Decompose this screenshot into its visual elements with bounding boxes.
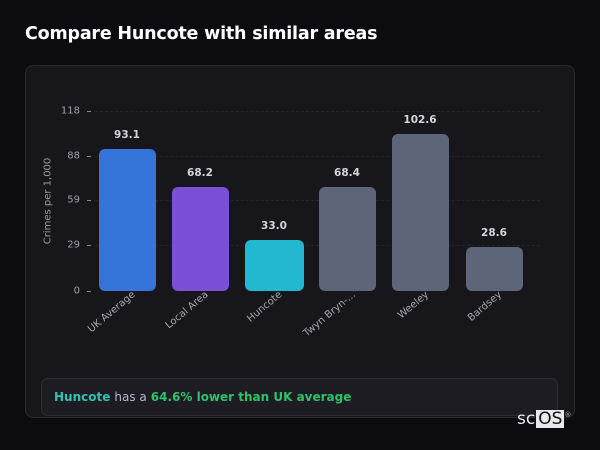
y-tick-label: 88 xyxy=(67,150,80,162)
bar-twyn-bryn[interactable] xyxy=(319,187,376,291)
bar-local-area[interactable] xyxy=(172,187,229,291)
x-tick-label: UK Average xyxy=(85,289,138,336)
bar-value-label: 68.2 xyxy=(187,167,213,179)
y-tick-label: 0 xyxy=(73,285,80,297)
bar-value-label: 28.6 xyxy=(481,227,507,239)
y-tick-mark xyxy=(87,245,91,246)
y-tick-label: 29 xyxy=(67,239,80,251)
y-tick-mark xyxy=(87,111,91,112)
bar-value-label: 102.6 xyxy=(403,114,437,126)
bar-weeley[interactable] xyxy=(392,134,449,291)
y-tick-label: 118 xyxy=(60,105,80,117)
summary-connector: has a xyxy=(114,390,147,404)
x-tick-label: Weeley xyxy=(395,289,431,322)
bar-huncote[interactable] xyxy=(245,240,304,291)
bar-value-label: 33.0 xyxy=(261,220,287,232)
x-tick-label: Twyn Bryn-... xyxy=(301,289,358,340)
summary-stat: 64.6% lower than UK average xyxy=(150,390,352,404)
bar-value-label: 93.1 xyxy=(114,129,140,141)
gridline xyxy=(95,111,540,112)
x-tick-label: Huncote xyxy=(245,289,285,325)
registered-mark-icon: ® xyxy=(564,411,572,419)
scos-logo: sc OS ® xyxy=(517,409,571,429)
comparison-summary: Huncote has a 64.6% lower than UK averag… xyxy=(41,378,558,416)
y-tick-mark xyxy=(87,291,91,292)
summary-area-name: Huncote xyxy=(54,390,111,404)
y-tick-mark xyxy=(87,156,91,157)
x-tick-label: Local Area xyxy=(163,289,211,332)
y-tick-label: 59 xyxy=(67,194,80,206)
gridline xyxy=(95,200,540,201)
x-tick-label: Bardsey xyxy=(466,289,505,324)
gridline xyxy=(95,245,540,246)
logo-sc-text: sc xyxy=(517,409,536,429)
bar-bardsey[interactable] xyxy=(466,247,523,291)
bar-uk-average[interactable] xyxy=(99,149,156,291)
logo-os-text: OS xyxy=(536,409,565,429)
gridline xyxy=(95,156,540,157)
page-title: Compare Huncote with similar areas xyxy=(25,24,378,44)
y-tick-mark xyxy=(87,200,91,201)
bar-value-label: 68.4 xyxy=(334,167,360,179)
